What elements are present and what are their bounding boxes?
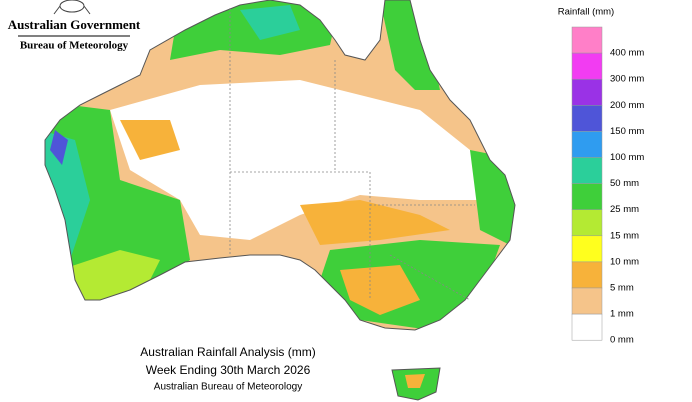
- bureau: Bureau of Meteorology: [20, 40, 129, 52]
- caption: Australian Rainfall Analysis (mm) Week E…: [140, 345, 315, 392]
- legend-label: 1 mm: [610, 309, 634, 320]
- legend-label: 15 mm: [610, 230, 639, 241]
- legend-label: 200 mm: [610, 100, 644, 111]
- legend-label: 10 mm: [610, 256, 639, 267]
- legend-label: 100 mm: [610, 152, 644, 163]
- crest: [53, 0, 91, 15]
- legend-label: 300 mm: [610, 74, 644, 85]
- legend-label: 150 mm: [610, 126, 644, 137]
- caption-line: Week Ending 30th March 2026: [146, 363, 311, 377]
- legend-swatch: [571, 105, 603, 132]
- legend-swatch: [571, 78, 603, 106]
- legend-label: 5 mm: [610, 283, 634, 294]
- legend-swatch: [571, 52, 603, 80]
- legend-label: 0 mm: [610, 335, 634, 346]
- legend-title: Rainfall (mm): [558, 7, 614, 18]
- legend-label: 400 mm: [610, 48, 644, 59]
- caption-line: Australian Rainfall Analysis (mm): [140, 345, 315, 359]
- legend-swatch: [571, 235, 603, 263]
- legend: Rainfall (mm) 400 mm 300 mm 200 mm 150 mm 10…: [558, 7, 645, 346]
- legend-swatch: [571, 209, 603, 237]
- legend-swatch: [571, 26, 603, 54]
- legend-swatch: [571, 157, 603, 184]
- legend-swatch: [571, 313, 603, 341]
- legend-swatch: [571, 183, 603, 210]
- legend-swatch: [571, 261, 603, 289]
- agency: Australian Government: [8, 17, 141, 32]
- header: Australian Government Bureau of Meteorol…: [8, 0, 141, 52]
- caption-line: Australian Bureau of Meteorology: [154, 382, 302, 393]
- legend-swatch: [571, 287, 603, 315]
- legend-label: 25 mm: [610, 204, 639, 215]
- legend-label: 50 mm: [610, 178, 639, 189]
- legend-swatch: [571, 131, 603, 158]
- map: [44, 0, 516, 401]
